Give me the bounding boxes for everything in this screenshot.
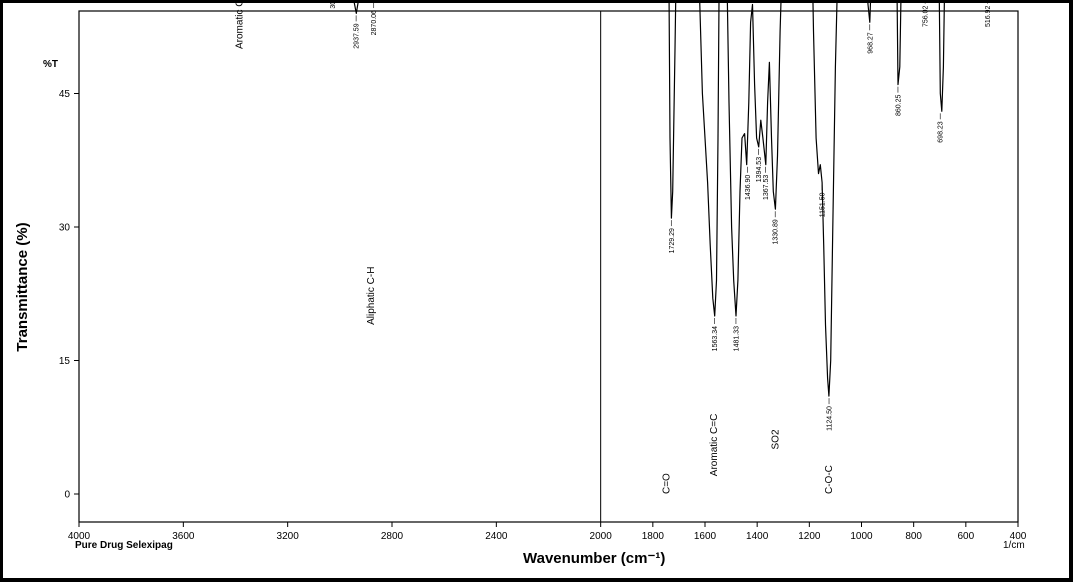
x-tick-label: 2400 (485, 531, 508, 542)
band-annotation: Aliphatic C-H (366, 267, 377, 325)
peak-labels: 3466.03419.793028.312937.592870.062775.5… (330, 3, 992, 431)
spectrum-figure: 4000 3600 3200 2800 2400 2000 1800 1600 1400 1200… (3, 3, 1069, 578)
y-tick-label: 30 (59, 223, 71, 234)
peak-label: 1367.53 (763, 175, 770, 200)
x-tick-label: 2000 (590, 531, 613, 542)
y-unit-label: %T (43, 59, 58, 70)
peak-label: 1330.89 (773, 219, 780, 244)
x-tick-label: 3600 (172, 531, 195, 542)
peak-label: 2870.06 (371, 10, 378, 35)
peak-label: 968.27 (867, 32, 874, 54)
series-layer (353, 3, 945, 397)
y-tick-label: 45 (59, 89, 71, 100)
peak-label: 1124.50 (827, 406, 834, 431)
y-axis-label: Transmittance (%) (14, 222, 31, 351)
band-annotation: Aromatic C-H (234, 3, 245, 49)
ftir-chart: 4000 3600 3200 2800 2400 2000 1800 1600 1400 1200… (14, 3, 1027, 567)
peak-label: 756.02 (923, 6, 930, 28)
x-tick-label: 3200 (277, 531, 300, 542)
peak-label: 1729.29 (669, 228, 676, 253)
x-tick-label: 1800 (642, 531, 665, 542)
peak-label: 2937.59 (354, 23, 361, 48)
peak-label: 1481.33 (733, 326, 740, 351)
x-tick-label: 800 (905, 531, 922, 542)
peak-label: 1563.34 (712, 326, 719, 351)
band-annotation: Aromatic C=C (709, 414, 720, 477)
x-tick-label: 400 (1010, 531, 1027, 542)
x-unit-label: 1/cm (1003, 540, 1025, 551)
peak-label: 1436.90 (745, 175, 752, 200)
y-tick-label: 0 (64, 490, 70, 501)
x-tick-label: 4000 (68, 531, 91, 542)
axes: 4000 3600 3200 2800 2400 2000 1800 1600 1400 1200… (59, 10, 1027, 542)
spectrum-line (353, 3, 945, 397)
peak-label: 516.92 (985, 6, 992, 28)
sample-label: Pure Drug Selexipag (75, 540, 173, 551)
y-tick-label: 15 (59, 356, 71, 367)
peak-label: 1151.50 (819, 192, 826, 217)
peak-label: 1394.53 (756, 157, 763, 182)
peak-label: 3028.31 (330, 3, 337, 9)
x-tick-label: 1600 (694, 531, 717, 542)
x-tick-label: 1400 (746, 531, 769, 542)
band-annotation: C=O (661, 473, 672, 494)
x-tick-label: 600 (957, 531, 974, 542)
x-tick-label: 1200 (798, 531, 821, 542)
plot-frame (78, 10, 1019, 523)
band-annotation: SO2 (770, 429, 781, 449)
x-tick-label: 1000 (850, 531, 873, 542)
x-axis-label: Wavenumber (cm⁻¹) (523, 550, 665, 567)
peak-label: 698.23 (938, 121, 945, 143)
x-tick-label: 2800 (381, 531, 404, 542)
band-annotation: C-O-C (824, 465, 835, 494)
peak-label: 860.25 (895, 95, 902, 117)
